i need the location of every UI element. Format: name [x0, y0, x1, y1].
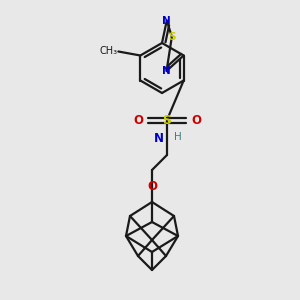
Text: N: N	[162, 16, 171, 26]
Text: O: O	[191, 113, 201, 127]
Text: H: H	[174, 132, 182, 142]
Text: S: S	[168, 32, 176, 42]
Text: O: O	[147, 179, 157, 193]
Text: CH₃: CH₃	[99, 46, 117, 56]
Text: S: S	[163, 113, 172, 127]
Text: N: N	[162, 66, 171, 76]
Text: O: O	[133, 113, 143, 127]
Text: N: N	[154, 131, 164, 145]
